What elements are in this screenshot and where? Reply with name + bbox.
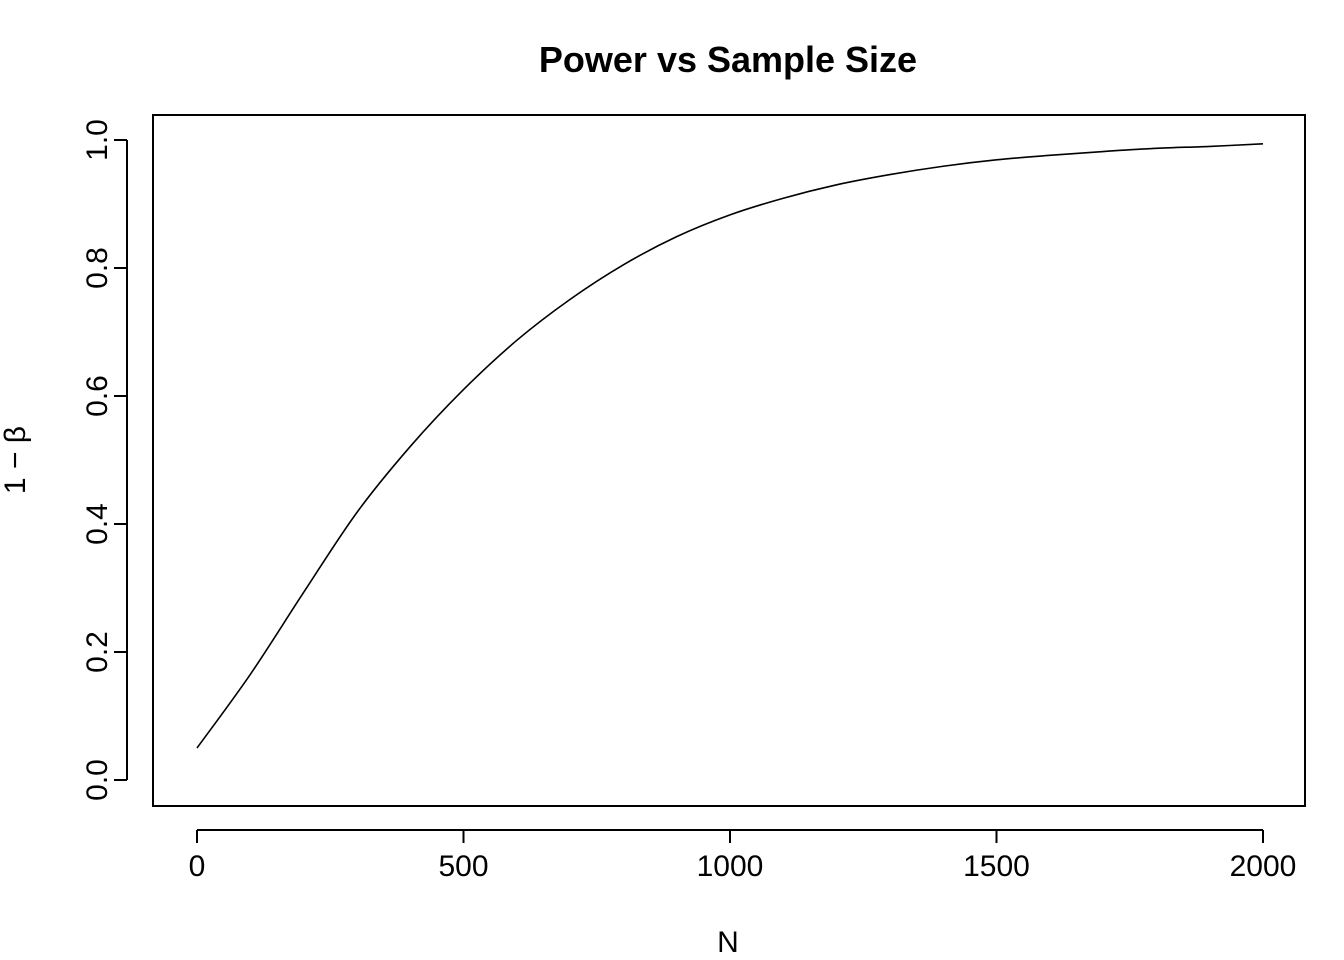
plot-frame xyxy=(152,114,1306,807)
x-tick-label: 1500 xyxy=(963,850,1030,883)
y-tick-label: 1.0 xyxy=(81,119,114,161)
y-axis: 0.0 0.2 0.4 0.6 0.8 1.0 xyxy=(81,119,128,801)
x-tick-label: 2000 xyxy=(1230,850,1297,883)
x-tick-label: 500 xyxy=(438,850,488,883)
x-axis-title: N xyxy=(717,926,739,959)
y-tick-label: 0.8 xyxy=(81,247,114,289)
series-layer xyxy=(196,143,1264,749)
x-tick-label: 1000 xyxy=(697,850,764,883)
x-tick-label: 0 xyxy=(189,850,206,883)
y-axis-title: 1 − β xyxy=(0,426,32,494)
chart-title: Power vs Sample Size xyxy=(539,39,917,80)
power-curve xyxy=(196,143,1264,749)
y-tick-label: 0.4 xyxy=(81,503,114,545)
y-tick-label: 0.0 xyxy=(81,759,114,801)
y-tick-label: 0.2 xyxy=(81,631,114,673)
x-axis: 0 500 1000 1500 2000 xyxy=(189,829,1297,883)
y-tick-label: 0.6 xyxy=(81,375,114,417)
